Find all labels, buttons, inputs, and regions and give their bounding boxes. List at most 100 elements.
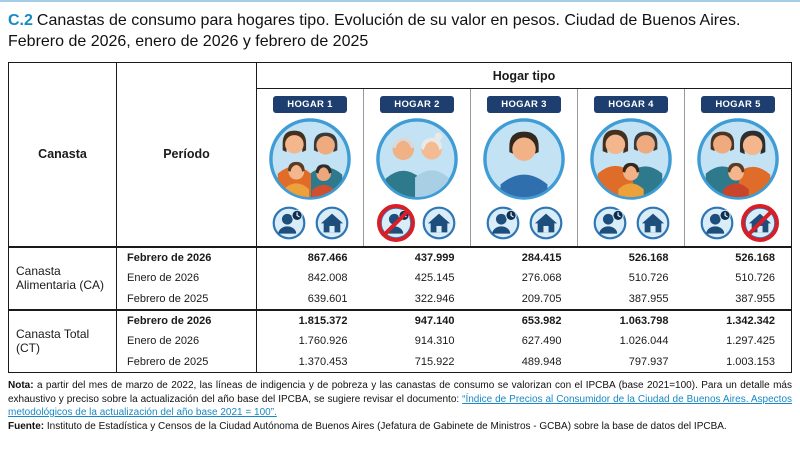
value-cell: 526.168: [684, 245, 792, 268]
household-avatar: [365, 117, 469, 201]
household-attribute-icons: [579, 206, 683, 240]
value-cell: 947.140: [363, 308, 471, 331]
table-head: Canasta Período Hogar tipo HOGAR 1: [8, 62, 792, 247]
household-badge: HOGAR 3: [472, 94, 576, 114]
period-label: Enero de 2026: [116, 267, 257, 289]
section-label: Canasta Total (CT): [8, 308, 117, 373]
household-column-header: HOGAR 2: [363, 88, 471, 247]
worker-clock-icon: [272, 206, 306, 240]
value-cell: 1.342.342: [684, 308, 792, 331]
value-cell: 639.601: [307, 292, 348, 305]
value-cell: 1.370.453: [298, 355, 348, 368]
section-label: Canasta Alimentaria (CA): [8, 245, 117, 310]
house-icon: [315, 206, 349, 240]
fuente-label: Fuente:: [8, 421, 45, 433]
household-badge: HOGAR 5: [686, 94, 790, 114]
house-icon: [529, 206, 563, 240]
column-header-canasta: Canasta: [8, 62, 117, 247]
value-cell: 437.999: [363, 245, 471, 268]
period-label: Febrero de 2026: [116, 245, 257, 268]
column-header-periodo: Período: [116, 62, 257, 247]
household-header-row: HOGAR 1: [9, 88, 792, 247]
period-label: Febrero de 2025: [116, 351, 257, 373]
household-label: HOGAR 2: [380, 96, 454, 114]
value-cell: 387.955: [628, 292, 669, 305]
household-avatar: [579, 117, 683, 201]
house-icon: [740, 203, 780, 243]
prohibition-icon: [376, 203, 416, 243]
value-cell: 867.466: [256, 245, 364, 268]
value-cell: 653.982: [470, 308, 578, 331]
household-label: HOGAR 3: [487, 96, 561, 114]
value-cell: 797.937: [628, 355, 669, 368]
household-badge: HOGAR 4: [579, 94, 683, 114]
value-cell: 1.760.926: [298, 335, 348, 348]
household-badge: HOGAR 2: [365, 94, 469, 114]
household-attribute-icons: [686, 203, 790, 243]
prohibition-icon: [740, 203, 780, 243]
table-body: Canasta Alimentaria (CA) Febrero de 2026 8…: [8, 245, 792, 373]
household-column-header: HOGAR 5: [683, 88, 792, 247]
fuente-paragraph: Fuente: Instituto de Estadística y Censo…: [8, 420, 792, 433]
worker-clock-icon: [376, 203, 416, 243]
period-label: Febrero de 2025: [116, 288, 257, 310]
household-badge: HOGAR 1: [258, 94, 362, 114]
value-cell: 1.003.153: [726, 355, 776, 368]
nota-document-link[interactable]: “Índice de Precios al Consumidor de la C…: [8, 393, 793, 418]
table-title: C.2 Canastas de consumo para hogares tipo…: [8, 10, 792, 52]
nota-text: a partir del mes de marzo de 2022, las l…: [8, 380, 792, 405]
table-row: Enero de 2026 842.008 425.145 276.068 510.72…: [9, 267, 792, 289]
value-cell: 715.922: [414, 355, 455, 368]
household-column-header: HOGAR 4: [577, 88, 685, 247]
household-attribute-icons: [472, 206, 576, 240]
column-group-header-hogar-tipo: Hogar tipo: [256, 62, 792, 90]
value-cell: 1.026.044: [619, 335, 669, 348]
period-label: Enero de 2026: [116, 330, 257, 352]
value-cell: 526.168: [577, 245, 685, 268]
value-cell: 627.490: [521, 335, 562, 348]
household-avatar: [686, 117, 790, 201]
value-cell: 276.068: [521, 272, 562, 285]
table-code: C.2: [8, 12, 33, 29]
value-cell: 489.948: [521, 355, 562, 368]
value-cell: 322.946: [414, 292, 455, 305]
table-row: Enero de 2026 1.760.926 914.310 627.490 1.02…: [9, 330, 792, 352]
value-cell: 1.297.425: [726, 335, 776, 348]
household-label: HOGAR 5: [701, 96, 776, 114]
period-label: Febrero de 2026: [116, 308, 257, 331]
worker-clock-icon: [486, 206, 520, 240]
page-top-rule: [0, 0, 800, 2]
value-cell: 1.815.372: [256, 308, 364, 331]
household-attribute-icons: [258, 206, 362, 240]
worker-clock-icon: [593, 206, 627, 240]
page: C.2 Canastas de consumo para hogares tipo…: [0, 2, 800, 433]
household-label: HOGAR 4: [594, 96, 668, 114]
household-label: HOGAR 1: [273, 96, 347, 114]
fuente-text: Instituto de Estadística y Censos de la …: [44, 421, 727, 433]
value-cell: 842.008: [307, 272, 348, 285]
value-cell: 387.955: [735, 292, 776, 305]
table-row: Febrero de 2025 639.601 322.946 209.705 387.…: [9, 288, 792, 310]
worker-clock-icon: [700, 206, 734, 240]
household-avatar: [258, 117, 362, 201]
house-icon: [636, 206, 670, 240]
value-cell: 425.145: [414, 272, 455, 285]
household-column-header: HOGAR 3: [470, 88, 578, 247]
footnotes: Nota: a partir del mes de marzo de 2022,…: [8, 379, 792, 433]
group-header-row: Canasta Período Hogar tipo: [8, 62, 792, 247]
table-title-text: Canastas de consumo para hogares tipo. E…: [8, 12, 741, 51]
household-column-header: HOGAR 1: [257, 89, 364, 247]
value-cell: 914.310: [414, 335, 455, 348]
canastas-table: Canasta Período Hogar tipo HOGAR 1: [8, 62, 793, 374]
household-attribute-icons: [365, 203, 469, 243]
value-cell: 510.726: [628, 272, 669, 285]
value-cell: 1.063.798: [577, 308, 685, 331]
household-avatar: [472, 117, 576, 201]
value-cell: 209.705: [521, 292, 562, 305]
nota-label: Nota:: [8, 380, 34, 392]
value-cell: 510.726: [735, 272, 776, 285]
house-icon: [422, 206, 456, 240]
nota-paragraph: Nota: a partir del mes de marzo de 2022,…: [8, 379, 792, 419]
table-row: Canasta Total (CT) Febrero de 2026 1.815.3…: [8, 308, 792, 373]
table-row: Febrero de 2025 1.370.453 715.922 489.948 79…: [9, 351, 792, 373]
